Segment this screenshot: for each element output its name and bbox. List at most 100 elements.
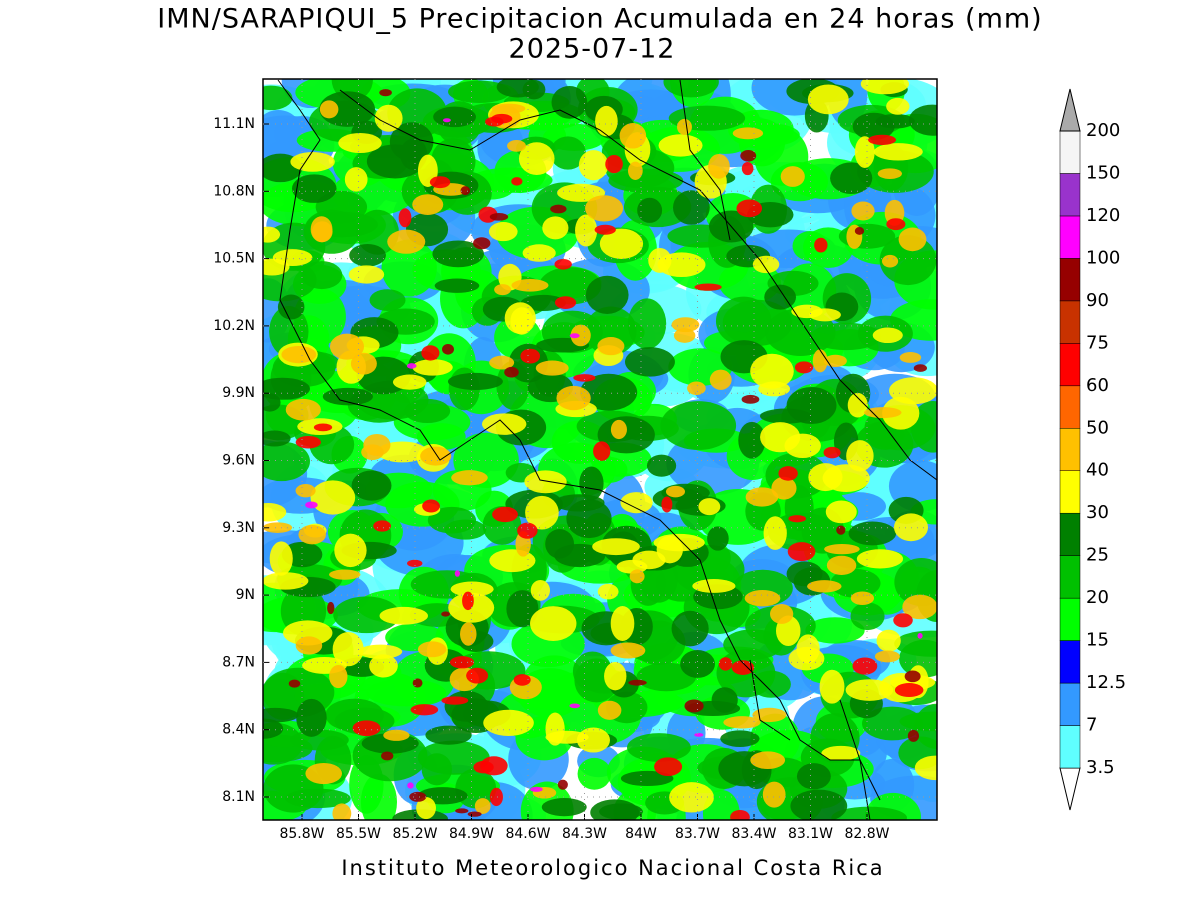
precip-blob [599, 228, 644, 259]
precip-blob [422, 499, 440, 513]
precip-blob [454, 570, 460, 577]
precip-blob [442, 118, 451, 123]
precip-blob [917, 632, 923, 639]
precip-blob [771, 476, 797, 500]
precip-blob [366, 679, 447, 707]
precip-blob [329, 569, 361, 580]
precip-blob [373, 520, 392, 532]
precip-blob [894, 683, 924, 698]
precip-blob [760, 422, 801, 453]
precip-blob [873, 143, 923, 161]
precip-blob [673, 328, 696, 343]
precip-blob [654, 757, 683, 777]
precip-blob [491, 113, 513, 124]
precip-blob [263, 377, 310, 400]
precip-blob [836, 525, 846, 535]
colorbar-band [1059, 470, 1081, 514]
colorbar-label: 100 [1086, 247, 1120, 268]
precip-blob [610, 642, 646, 659]
precip-blob [263, 522, 293, 533]
precip-blob [541, 798, 587, 817]
precip-blob [263, 718, 284, 739]
precip-blob [417, 641, 447, 658]
precip-blob [794, 361, 814, 374]
precip-blob [350, 352, 377, 375]
lat-label: 10.8N [213, 183, 255, 199]
precip-blob [711, 687, 738, 713]
precip-blob [658, 134, 703, 157]
precip-blob [305, 501, 318, 509]
precip-blob [311, 221, 333, 243]
precip-blob [291, 174, 337, 203]
precip-blob [740, 150, 757, 162]
precip-blob [868, 134, 897, 146]
colorbar-label: 40 [1086, 460, 1109, 481]
precip-blob [671, 317, 700, 333]
precip-blob [628, 679, 647, 686]
precip-blob [545, 730, 589, 744]
precip-blob [520, 294, 567, 311]
precip-blob [349, 244, 386, 267]
precip-blob [511, 177, 523, 186]
precip-blob [332, 803, 352, 820]
precip-blob [263, 572, 309, 590]
colorbar-label: 15 [1086, 630, 1109, 651]
precip-blob [496, 79, 539, 98]
precip-blob [575, 214, 598, 247]
colorbar-band [1059, 725, 1081, 769]
precip-blob [886, 97, 910, 115]
precip-blob [715, 296, 772, 346]
precip-blob [369, 654, 398, 678]
precip-blob [629, 569, 645, 584]
precip-blob [874, 650, 900, 663]
lon-label: 85.5W [336, 826, 381, 842]
precip-blob [760, 408, 812, 424]
precip-blob [763, 516, 787, 550]
colorbar-label: 25 [1086, 545, 1109, 566]
precip-blob [416, 797, 436, 820]
precip-blob [610, 605, 635, 642]
precip-blob [752, 255, 780, 274]
precip-blob [826, 555, 857, 576]
precip-blob [610, 419, 627, 440]
precip-blob [455, 808, 469, 814]
colorbar-label: 200 [1086, 120, 1120, 141]
precip-blob [348, 265, 385, 284]
precip-blob [752, 707, 787, 723]
precip-blob [433, 106, 477, 128]
lon-label: 84.3W [562, 826, 607, 842]
precip-blob [597, 700, 622, 720]
precip-blob [449, 656, 475, 669]
precip-blob [272, 249, 313, 266]
colorbar-label: 60 [1086, 375, 1109, 396]
precip-blob [427, 506, 477, 534]
precip-blob [913, 364, 928, 372]
precip-blob [379, 89, 392, 97]
precip-field [263, 79, 937, 820]
precip-blob [646, 454, 677, 477]
precip-blob [769, 603, 794, 624]
precip-blob [718, 657, 733, 671]
precip-blob [787, 542, 816, 562]
precip-blob [778, 466, 798, 481]
precip-blob [322, 387, 373, 406]
precip-blob [846, 440, 874, 472]
precip-blob [788, 646, 825, 671]
colorbar-label: 3.5 [1086, 757, 1115, 778]
precip-blob [474, 798, 491, 814]
precip-blob [862, 706, 923, 741]
precip-blob [358, 644, 403, 659]
precip-blob [513, 674, 531, 686]
precip-blob [387, 229, 426, 254]
precip-blob [780, 166, 805, 187]
precip-blob [412, 194, 444, 215]
precip-blob [627, 161, 643, 180]
precip-blob [805, 617, 865, 644]
precip-blob [535, 360, 569, 376]
precip-blob [720, 730, 760, 747]
precip-blob [585, 195, 624, 222]
precip-blob [263, 502, 287, 522]
precip-blob [301, 261, 343, 290]
precip-blob [893, 613, 913, 628]
precip-blob [511, 279, 549, 292]
